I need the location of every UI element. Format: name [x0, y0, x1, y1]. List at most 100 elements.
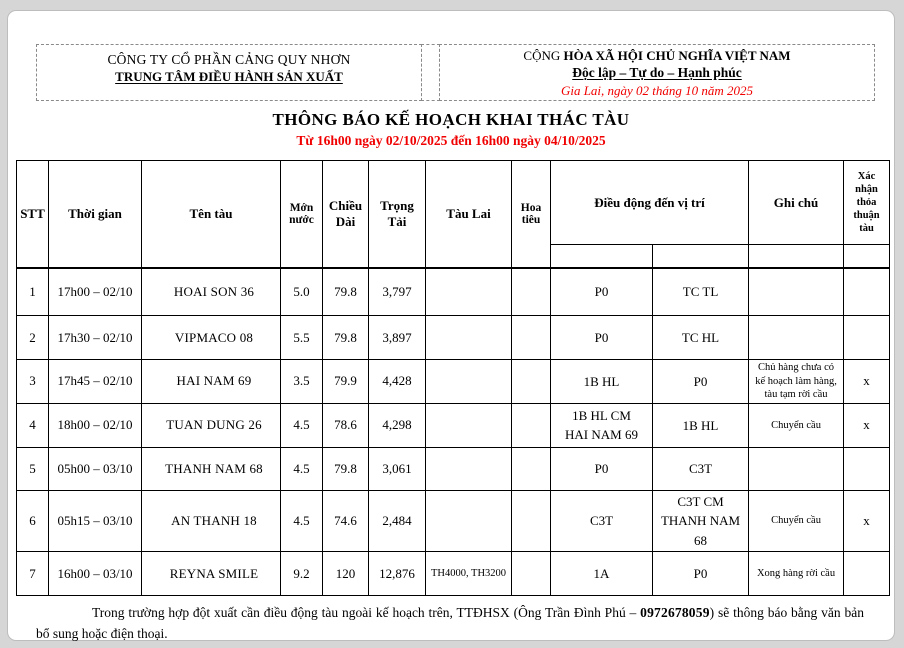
col-header-draft: Mớn nước — [280, 160, 323, 268]
col-header-confirmation: Xác nhận thỏa thuận tàu — [843, 160, 891, 245]
cell-position-to: P0 — [651, 551, 750, 597]
col-header-time: Thời gian — [48, 160, 142, 268]
cell-tugboat — [425, 489, 512, 553]
cell-confirmation: x — [843, 402, 891, 448]
cell-length: 120 — [322, 551, 369, 597]
cell-position-to: TC TL — [651, 266, 750, 316]
cell-tonnage: 2,484 — [368, 489, 426, 553]
date-line: Gia Lai, ngày 02 tháng 10 năm 2025 — [560, 83, 754, 98]
cell-time: 17h00 – 02/10 — [48, 266, 142, 316]
table-row: 4 18h00 – 02/10 TUAN DUNG 26 4.5 78.6 4,… — [16, 402, 891, 448]
col-header-move-to-position: Điều động đến vị trí — [549, 160, 750, 245]
col-header-notes: Ghi chú — [748, 160, 845, 245]
cell-confirmation — [843, 446, 891, 491]
cell-confirmation — [843, 315, 891, 360]
cell-tonnage: 3,797 — [368, 266, 426, 316]
cell-pilot — [511, 402, 551, 448]
cell-stt: 3 — [16, 359, 49, 404]
cell-time: 05h15 – 03/10 — [48, 489, 142, 553]
cell-tonnage: 12,876 — [368, 551, 426, 597]
cell-position-from: P0 — [550, 446, 653, 491]
cell-stt: 7 — [16, 551, 49, 597]
cell-position-from: 1B HL CM HAI NAM 69 — [550, 402, 653, 448]
col-header-tugboat: Tàu Lai — [425, 160, 512, 268]
cell-note — [748, 315, 845, 360]
cell-tonnage: 4,298 — [368, 402, 426, 448]
cell-confirmation — [843, 266, 891, 316]
cell-length: 79.8 — [322, 266, 369, 316]
cell-length: 79.8 — [322, 315, 369, 360]
cell-tugboat — [425, 359, 512, 404]
col-header-length: Chiều Dài — [322, 160, 369, 268]
cell-draft: 4.5 — [280, 402, 323, 448]
national-rest: HÒA XÃ HỘI CHỦ NGHĨA VIỆT NAM — [563, 48, 791, 63]
cell-confirmation: x — [843, 489, 891, 553]
cell-tugboat: TH4000, TH3200 — [425, 551, 512, 597]
footer-phone-number: 0972678059 — [640, 605, 710, 621]
cell-time: 16h00 – 03/10 — [48, 551, 142, 597]
subheader-notes-empty — [748, 244, 845, 268]
ship-schedule-table: STT Thời gian Tên tàu Mớn nước Chiều Dài… — [16, 160, 891, 597]
cell-position-from: C3T — [550, 489, 653, 553]
cell-position-from: 1A — [550, 551, 653, 597]
cell-pilot — [511, 359, 551, 404]
cell-length: 78.6 — [322, 402, 369, 448]
cell-ship-name: AN THANH 18 — [141, 489, 281, 553]
company-name: CÔNG TY CỔ PHẦN CẢNG QUY NHƠN — [107, 52, 351, 67]
national-prefix: CỘNG — [523, 48, 564, 63]
cell-ship-name: HAI NAM 69 — [141, 359, 281, 404]
table-row: 3 17h45 – 02/10 HAI NAM 69 3.5 79.9 4,42… — [16, 359, 891, 404]
cell-ship-name: VIPMACO 08 — [141, 315, 281, 360]
subheader-position-to — [651, 244, 750, 268]
cell-tonnage: 3,897 — [368, 315, 426, 360]
cell-stt: 2 — [16, 315, 49, 360]
cell-stt: 4 — [16, 402, 49, 448]
cell-tonnage: 3,061 — [368, 446, 426, 491]
cell-note: Chuyển cầu — [748, 489, 845, 553]
cell-position-from: P0 — [550, 266, 653, 316]
cell-tugboat — [425, 266, 512, 316]
letterhead-spacer-cell — [421, 44, 440, 101]
footer-text-part1: Trong trường hợp đột xuất cần điều động … — [92, 605, 641, 621]
cell-position-from: P0 — [550, 315, 653, 360]
cell-pilot — [511, 446, 551, 491]
col-header-pilot: Hoa tiêu — [511, 160, 551, 268]
table-row: 5 05h00 – 03/10 THANH NAM 68 4.5 79.8 3,… — [16, 446, 891, 491]
cell-ship-name: REYNA SMILE — [141, 551, 281, 597]
cell-time: 17h45 – 02/10 — [48, 359, 142, 404]
cell-length: 79.9 — [322, 359, 369, 404]
page-subtitle: Từ 16h00 ngày 02/10/2025 đến 16h00 ngày … — [296, 133, 606, 148]
cell-note — [748, 446, 845, 491]
cell-tonnage: 4,428 — [368, 359, 426, 404]
cell-ship-name: THANH NAM 68 — [141, 446, 281, 491]
subheader-confirmation-empty — [843, 244, 891, 268]
cell-note: Xong hàng rời cầu — [748, 551, 845, 597]
document-page: CÔNG TY CỔ PHẦN CẢNG QUY NHƠN TRUNG TÂM … — [7, 10, 895, 641]
letterhead-national-box: CỘNG HÒA XÃ HỘI CHỦ NGHĨA VIỆT NAM Độc l… — [439, 44, 875, 101]
cell-tugboat — [425, 446, 512, 491]
cell-position-to: C3T CM THANH NAM 68 — [651, 489, 750, 553]
cell-pilot — [511, 266, 551, 316]
letterhead: CÔNG TY CỔ PHẦN CẢNG QUY NHƠN TRUNG TÂM … — [36, 44, 875, 101]
cell-draft: 5.5 — [280, 315, 323, 360]
letterhead-company-box: CÔNG TY CỔ PHẦN CẢNG QUY NHƠN TRUNG TÂM … — [36, 44, 422, 101]
footer-text-part2: ) sẽ thông báo bằng văn bản bổ sung hoặc… — [36, 605, 864, 642]
cell-pilot — [511, 315, 551, 360]
cell-stt: 6 — [16, 489, 49, 553]
cell-pilot — [511, 489, 551, 553]
cell-length: 74.6 — [322, 489, 369, 553]
table-row: 7 16h00 – 03/10 REYNA SMILE 9.2 120 12,8… — [16, 551, 891, 597]
col-header-stt: STT — [16, 160, 49, 268]
cell-ship-name: TUAN DUNG 26 — [141, 402, 281, 448]
col-header-tonnage: Trọng Tải — [368, 160, 426, 268]
col-header-ship-name: Tên tàu — [141, 160, 281, 268]
cell-tugboat — [425, 315, 512, 360]
cell-time: 17h30 – 02/10 — [48, 315, 142, 360]
cell-note — [748, 266, 845, 316]
cell-time: 05h00 – 03/10 — [48, 446, 142, 491]
cell-stt: 5 — [16, 446, 49, 491]
cell-draft: 5.0 — [280, 266, 323, 316]
cell-confirmation: x — [843, 359, 891, 404]
table-row: 1 17h00 – 02/10 HOAI SON 36 5.0 79.8 3,7… — [16, 266, 891, 316]
table-row: 6 05h15 – 03/10 AN THANH 18 4.5 74.6 2,4… — [16, 489, 891, 553]
